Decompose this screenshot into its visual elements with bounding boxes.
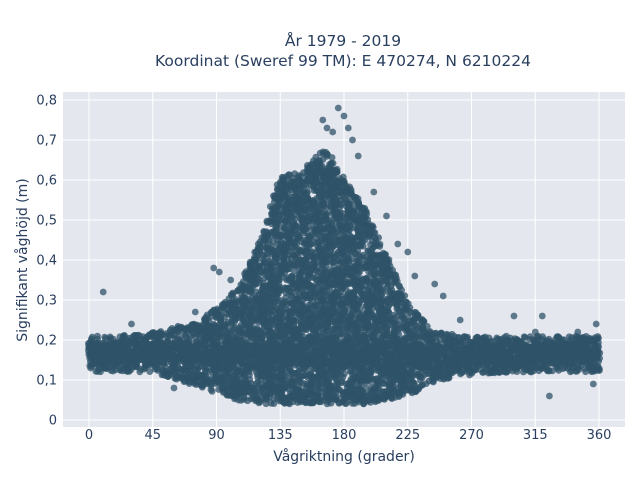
data-point bbox=[323, 210, 331, 218]
data-point bbox=[362, 208, 369, 216]
data-point bbox=[362, 385, 370, 392]
data-point bbox=[94, 332, 101, 340]
data-point bbox=[356, 256, 364, 264]
data-point bbox=[371, 229, 379, 237]
data-point bbox=[375, 234, 382, 242]
data-point bbox=[357, 306, 364, 313]
data-point bbox=[376, 243, 384, 250]
scatter-points bbox=[85, 104, 604, 408]
data-point bbox=[208, 387, 216, 395]
data-point bbox=[338, 277, 345, 285]
data-point bbox=[269, 243, 276, 250]
data-point bbox=[329, 159, 337, 167]
data-point bbox=[341, 370, 348, 378]
data-point bbox=[385, 256, 393, 263]
data-point bbox=[328, 154, 336, 161]
data-point bbox=[385, 309, 393, 317]
data-point bbox=[198, 383, 206, 391]
data-point bbox=[185, 376, 193, 384]
data-point bbox=[369, 223, 377, 231]
data-point bbox=[323, 263, 330, 271]
chart-title-line-2: Koordinat (Sweref 99 TM): E 470274, N 62… bbox=[155, 52, 531, 70]
chart-title-line-1: År 1979 - 2019 bbox=[285, 31, 401, 50]
data-point bbox=[290, 268, 298, 275]
data-point bbox=[363, 331, 371, 339]
data-point bbox=[259, 310, 267, 317]
data-point bbox=[146, 368, 154, 375]
data-point bbox=[333, 169, 341, 176]
data-point bbox=[341, 400, 349, 407]
data-point bbox=[392, 274, 400, 282]
data-point bbox=[303, 189, 311, 197]
data-point bbox=[88, 333, 96, 341]
data-point bbox=[329, 258, 337, 266]
